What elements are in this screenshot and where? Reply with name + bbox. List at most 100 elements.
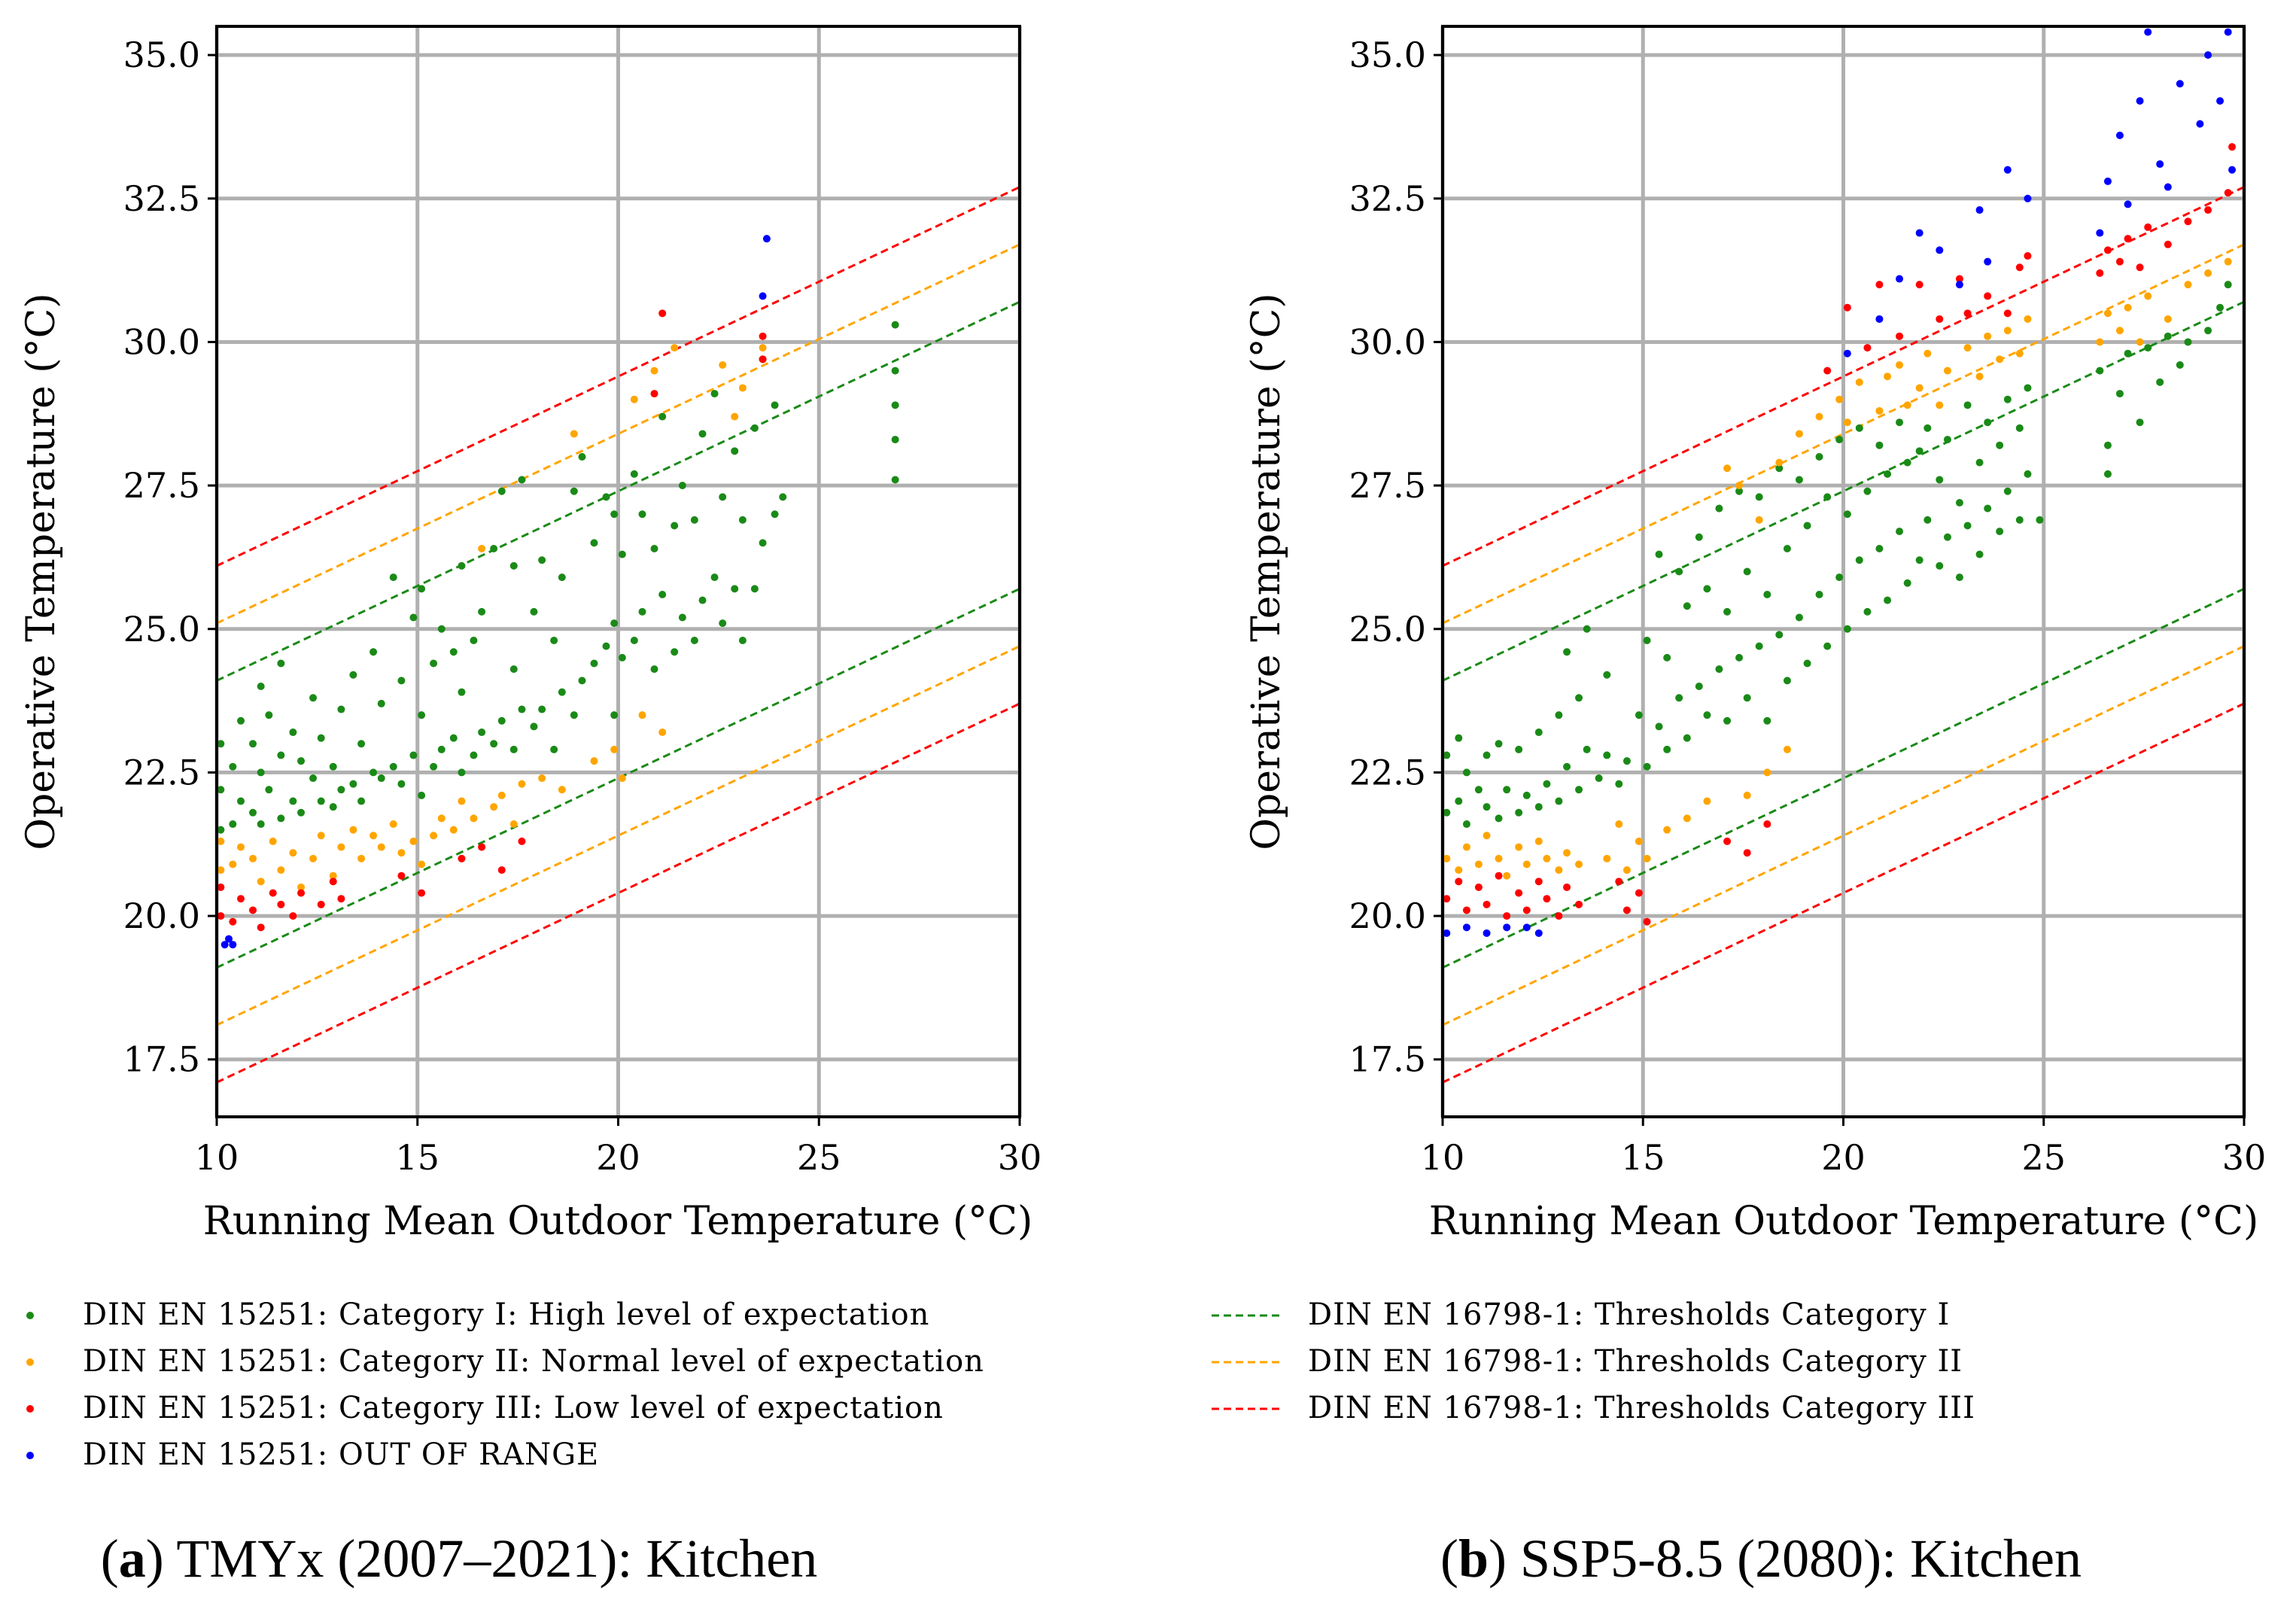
data-point (710, 390, 719, 398)
data-point (570, 430, 578, 438)
data-point (638, 711, 646, 719)
data-point (1936, 246, 1944, 254)
data-point (329, 803, 337, 811)
data-point (217, 786, 225, 794)
data-point (891, 321, 899, 329)
data-point (2015, 424, 2024, 432)
data-point (2224, 189, 2232, 197)
data-point (1875, 315, 1884, 323)
data-point (1695, 533, 1703, 541)
y-tick-label: 32.5 (123, 178, 200, 219)
data-point (2103, 470, 2112, 478)
data-point (2196, 120, 2204, 128)
data-point (257, 768, 265, 777)
data-point (297, 883, 306, 891)
data-point (690, 516, 698, 524)
data-point (731, 447, 739, 455)
data-point (1963, 522, 1972, 530)
data-point (1943, 367, 1951, 375)
data-point (1495, 814, 1503, 823)
data-point (1443, 895, 1451, 903)
data-point (265, 711, 273, 719)
data-point (1843, 418, 1851, 427)
x-tick-label: 30 (2222, 1137, 2267, 1178)
data-point (1783, 745, 1791, 753)
data-point (1884, 373, 1892, 381)
data-point (1455, 866, 1463, 874)
data-point (1495, 740, 1503, 748)
data-point (1735, 487, 1744, 495)
data-point (2144, 28, 2152, 36)
data-point (1875, 406, 1884, 415)
data-point (1455, 878, 1463, 886)
data-point (490, 803, 498, 811)
legend-marker-label: DIN EN 15251: Category I: High level of … (83, 1297, 929, 1332)
data-point (1522, 906, 1531, 914)
data-point (1743, 567, 1751, 576)
series-din-en-15251-out-of-range (220, 235, 771, 949)
data-point (369, 832, 378, 840)
data-point (357, 797, 366, 805)
threshold-line-lower (216, 645, 1020, 1027)
data-point (309, 694, 318, 702)
data-point (437, 625, 446, 633)
data-point (397, 871, 406, 880)
data-point (265, 786, 273, 794)
data-point (1723, 607, 1732, 616)
data-point (658, 309, 667, 318)
data-point (1575, 860, 1583, 868)
data-point (1583, 625, 1591, 633)
data-point (1943, 533, 1951, 541)
data-point (289, 912, 297, 920)
data-point (1795, 430, 1803, 438)
data-point (1755, 516, 1763, 524)
series-din-en-15251-category-ii-normal-level-of-expectation (1443, 257, 2232, 880)
data-point (1495, 871, 1503, 880)
data-point (237, 797, 245, 805)
data-point (430, 762, 438, 771)
data-point (1903, 401, 1911, 409)
data-point (2144, 223, 2152, 231)
data-point (578, 452, 586, 461)
data-point (2115, 327, 2124, 335)
data-point (458, 797, 466, 805)
data-point (289, 728, 297, 737)
data-point (530, 722, 538, 731)
data-point (2176, 360, 2184, 369)
data-point (1923, 516, 1932, 524)
data-point (1622, 866, 1631, 874)
data-point (2103, 246, 2112, 254)
data-point (2156, 160, 2164, 169)
data-point (1815, 452, 1823, 461)
data-point (2164, 240, 2172, 248)
data-point (1462, 906, 1470, 914)
data-point (509, 561, 518, 570)
data-point (2124, 235, 2132, 243)
data-point (1483, 900, 1491, 908)
data-point (1984, 418, 1992, 427)
data-point (369, 768, 378, 777)
data-point (550, 637, 558, 645)
data-point (418, 585, 426, 593)
data-point (1483, 929, 1491, 937)
data-point (1903, 579, 1911, 587)
data-point (1443, 751, 1451, 759)
data-point (317, 900, 325, 908)
data-point (1583, 745, 1591, 753)
data-point (1743, 791, 1751, 799)
data-point (289, 797, 297, 805)
data-point (2096, 269, 2104, 277)
data-point (337, 705, 345, 713)
data-point (1643, 762, 1651, 771)
data-point (229, 860, 237, 868)
data-point (249, 808, 257, 817)
data-point (891, 367, 899, 375)
data-point (1815, 591, 1823, 599)
data-point (490, 544, 498, 552)
data-point (329, 878, 337, 886)
x-tick-label: 20 (596, 1137, 640, 1178)
data-point (2204, 327, 2212, 335)
data-point (509, 745, 518, 753)
data-point (1915, 384, 1923, 392)
data-point (1963, 344, 1972, 352)
